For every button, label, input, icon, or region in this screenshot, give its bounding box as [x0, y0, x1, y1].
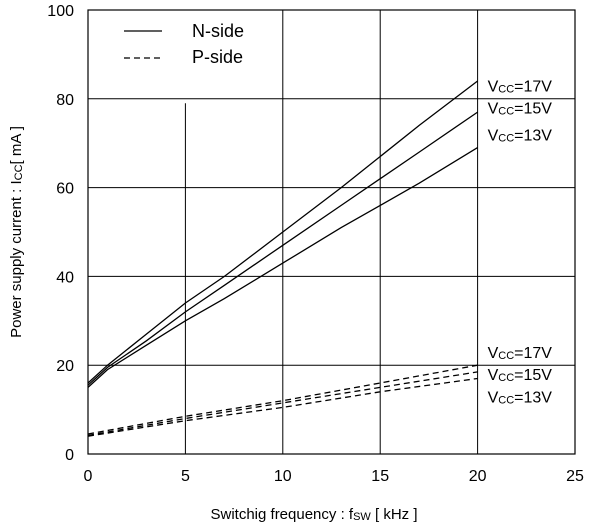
- curve-label-main: V: [488, 345, 499, 362]
- y-tick-label: 40: [56, 269, 74, 286]
- series-line-3: [87, 364, 478, 435]
- x-tick-label: 20: [469, 468, 487, 485]
- series-line-2: [87, 147, 478, 388]
- curve-label-value: =13V: [514, 389, 552, 406]
- curve-label-main: V: [488, 389, 499, 406]
- curve-label: VCC=17V: [488, 345, 553, 362]
- x-tick-label: 25: [566, 468, 584, 485]
- legend-label-n-side: N-side: [192, 21, 244, 41]
- curve-label-value: =15V: [514, 367, 552, 384]
- y-tick-label: 60: [56, 181, 74, 198]
- curve-labels: VCC=17VVCC=15VVCC=13VVCC=17VVCC=15VVCC=1…: [488, 78, 553, 406]
- series-line-1: [87, 111, 478, 386]
- y-axis-title: Power supply current : ICC[ mA ]: [8, 126, 25, 338]
- legend-label-p-side: P-side: [192, 47, 243, 67]
- curve-label-sub: CC: [498, 372, 514, 384]
- curve-label-value: =17V: [514, 345, 552, 362]
- series-line-4: [87, 371, 478, 437]
- plot-frame: [87, 9, 576, 455]
- y-tick-label: 100: [47, 3, 74, 20]
- curve-label-main: V: [488, 101, 499, 118]
- y-tick-label: 0: [65, 447, 74, 464]
- series-line-5: [87, 377, 478, 437]
- x-tick-label: 0: [84, 468, 93, 485]
- series-group: [87, 80, 478, 437]
- curve-label-value: =15V: [514, 101, 552, 118]
- curve-label-sub: CC: [498, 106, 514, 118]
- y-tick-label: 80: [56, 92, 74, 109]
- y-tick-label: 20: [56, 358, 74, 375]
- x-tick-label: 5: [181, 468, 190, 485]
- legend: N-side P-side: [118, 12, 266, 68]
- x-tick-label: 15: [371, 468, 389, 485]
- legend-background: [118, 12, 266, 68]
- curve-label: VCC=15V: [488, 101, 553, 118]
- x-tick-label: 10: [274, 468, 292, 485]
- curve-label-sub: CC: [498, 83, 514, 95]
- curve-label: VCC=13V: [488, 389, 553, 406]
- curve-label-value: =13V: [514, 127, 552, 144]
- curve-label-main: V: [488, 127, 499, 144]
- curve-label-sub: CC: [498, 132, 514, 144]
- curve-label-value: =17V: [514, 78, 552, 95]
- x-axis-title: Switchig frequency : fSW [ kHz ]: [211, 506, 418, 523]
- curve-label-main: V: [488, 367, 499, 384]
- curve-label: VCC=17V: [488, 78, 553, 95]
- tick-labels: 0 5 10 15 20 25 0 20 40 60 80 100: [47, 3, 584, 485]
- grid: [87, 9, 576, 455]
- curve-label-main: V: [488, 78, 499, 95]
- curve-label-sub: CC: [498, 350, 514, 362]
- curve-label-sub: CC: [498, 394, 514, 406]
- curve-label: VCC=13V: [488, 127, 553, 144]
- series-line-0: [87, 80, 478, 384]
- curve-label: VCC=15V: [488, 367, 553, 384]
